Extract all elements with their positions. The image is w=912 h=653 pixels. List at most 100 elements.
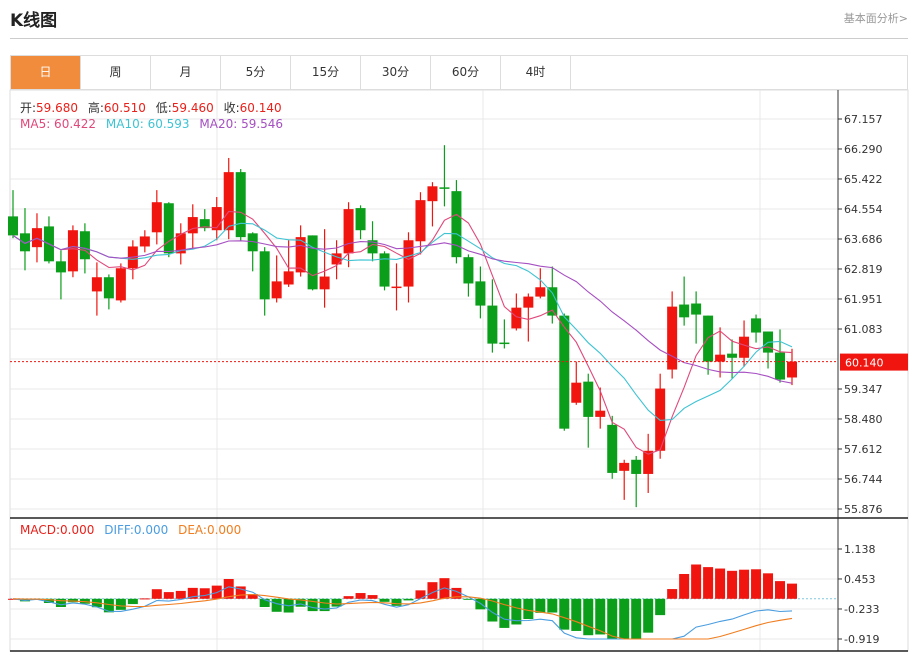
macd-bar bbox=[523, 598, 534, 620]
macd-bar bbox=[391, 598, 402, 606]
y-tick-label: 61.951 bbox=[844, 293, 883, 306]
y-tick-label: 63.686 bbox=[844, 233, 883, 246]
candle-up bbox=[151, 202, 162, 233]
macd-bar bbox=[151, 589, 162, 599]
candle-down bbox=[631, 459, 642, 474]
y-tick-label: 56.744 bbox=[844, 473, 883, 486]
macd-bar bbox=[367, 595, 378, 599]
candle-down bbox=[487, 305, 498, 344]
candle-up bbox=[343, 209, 354, 254]
ma10-line bbox=[12, 222, 793, 421]
page-title: K线图 bbox=[10, 11, 58, 31]
macd-bar bbox=[163, 592, 174, 599]
candle-up bbox=[619, 462, 630, 471]
candle-down bbox=[163, 203, 174, 254]
candle-up bbox=[535, 287, 546, 297]
ma5-line bbox=[12, 210, 793, 455]
ma-legend: MA5: 60.422 MA10: 60.593 MA20: 59.546 bbox=[20, 117, 289, 131]
candle-down bbox=[367, 240, 378, 254]
close-value: 60.140 bbox=[239, 101, 282, 115]
macd-bar bbox=[307, 598, 318, 612]
macd-bar bbox=[631, 598, 642, 639]
macd-bar bbox=[547, 598, 558, 613]
candle-up bbox=[187, 217, 198, 234]
tab-60min[interactable]: 60分 bbox=[431, 56, 501, 89]
macd-bar bbox=[175, 590, 186, 599]
candle-down bbox=[691, 303, 702, 315]
candle-up bbox=[115, 268, 126, 301]
macd-legend: MACD:0.000 DIFF:0.000 DEA:0.000 bbox=[20, 523, 247, 537]
ma20-value: MA20: 59.546 bbox=[199, 117, 284, 131]
candle-up bbox=[427, 186, 438, 202]
candle-down bbox=[607, 424, 618, 473]
candle-up bbox=[139, 236, 150, 247]
y-tick-label: 62.819 bbox=[844, 263, 883, 276]
candle-up bbox=[715, 354, 726, 362]
macd-bar bbox=[115, 598, 126, 610]
candle-down bbox=[751, 318, 762, 333]
candle-down bbox=[379, 253, 390, 287]
tab-30min[interactable]: 30分 bbox=[361, 56, 431, 89]
open-label: 开: bbox=[20, 101, 37, 115]
candle-up bbox=[739, 336, 750, 358]
macd-bar bbox=[607, 598, 618, 639]
candle-up bbox=[571, 382, 582, 403]
macd-bar bbox=[331, 598, 342, 607]
candle-up bbox=[295, 237, 306, 273]
fundamental-analysis-link[interactable]: 基本面分析> bbox=[843, 12, 908, 25]
macd-bar bbox=[763, 573, 774, 599]
last-price-label: 60.140 bbox=[845, 357, 884, 370]
tab-5min[interactable]: 5分 bbox=[221, 56, 291, 89]
candle-down bbox=[583, 381, 594, 417]
y-tick-label: 65.422 bbox=[844, 173, 883, 186]
y-tick-label: 55.876 bbox=[844, 503, 883, 516]
macd-bar bbox=[379, 598, 390, 602]
candle-down bbox=[463, 257, 474, 284]
candle-up bbox=[523, 296, 534, 308]
macd-bar bbox=[775, 581, 786, 599]
candle-up bbox=[271, 281, 282, 299]
candle-up bbox=[787, 361, 797, 378]
macd-bar bbox=[739, 569, 750, 599]
tab-month[interactable]: 月 bbox=[151, 56, 221, 89]
high-label: 高: bbox=[87, 101, 104, 115]
dea-value: DEA:0.000 bbox=[178, 523, 242, 537]
tab-day[interactable]: 日 bbox=[11, 56, 81, 89]
y-tick-label: 58.480 bbox=[844, 413, 883, 426]
macd-bar bbox=[787, 583, 797, 599]
tab-15min[interactable]: 15分 bbox=[291, 56, 361, 89]
ohlc-legend: 开:59.680 高:60.510 低:59.460 收:60.140 bbox=[20, 99, 288, 116]
candle-up bbox=[175, 233, 186, 254]
candle-down bbox=[559, 315, 570, 429]
tab-4hour[interactable]: 4时 bbox=[501, 56, 571, 89]
candle-down bbox=[727, 353, 738, 358]
macd-bar bbox=[499, 598, 510, 628]
macd-bar bbox=[343, 596, 354, 599]
macd-bar bbox=[667, 589, 678, 599]
macd-bar bbox=[103, 598, 114, 613]
tab-week[interactable]: 周 bbox=[81, 56, 151, 89]
candle-down bbox=[19, 233, 30, 252]
candle-down bbox=[307, 235, 318, 290]
candle-down bbox=[259, 251, 270, 300]
macd-bar bbox=[727, 570, 738, 599]
macd-bar bbox=[715, 568, 726, 599]
macd-bar bbox=[655, 598, 666, 616]
macd-y-tick-label: 0.453 bbox=[844, 573, 876, 586]
candle-up bbox=[91, 277, 102, 292]
macd-bar bbox=[535, 598, 546, 613]
y-tick-label: 61.083 bbox=[844, 323, 883, 336]
macd-bar bbox=[235, 586, 246, 599]
macd-bar bbox=[463, 598, 474, 600]
close-label: 收: bbox=[223, 101, 240, 115]
macd-value: MACD:0.000 bbox=[20, 523, 95, 537]
macd-bar bbox=[487, 598, 498, 622]
last-price-badge bbox=[840, 353, 908, 371]
macd-bar bbox=[55, 598, 66, 608]
macd-bar bbox=[451, 587, 462, 599]
candle-down bbox=[199, 219, 210, 229]
candle-down bbox=[451, 191, 462, 258]
macd-bar bbox=[187, 587, 198, 599]
candle-up bbox=[31, 228, 42, 248]
